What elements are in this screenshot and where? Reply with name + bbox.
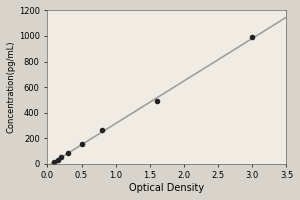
Point [58, 155, 63, 158]
X-axis label: Optical Density: Optical Density [129, 183, 205, 193]
Point [100, 129, 104, 132]
Point [79, 143, 84, 146]
Y-axis label: Concentration(pg/mL): Concentration(pg/mL) [7, 41, 16, 133]
Point [154, 99, 159, 103]
Point [65, 152, 70, 155]
Point [55, 158, 60, 161]
Point [52, 161, 57, 164]
Point [250, 36, 255, 39]
